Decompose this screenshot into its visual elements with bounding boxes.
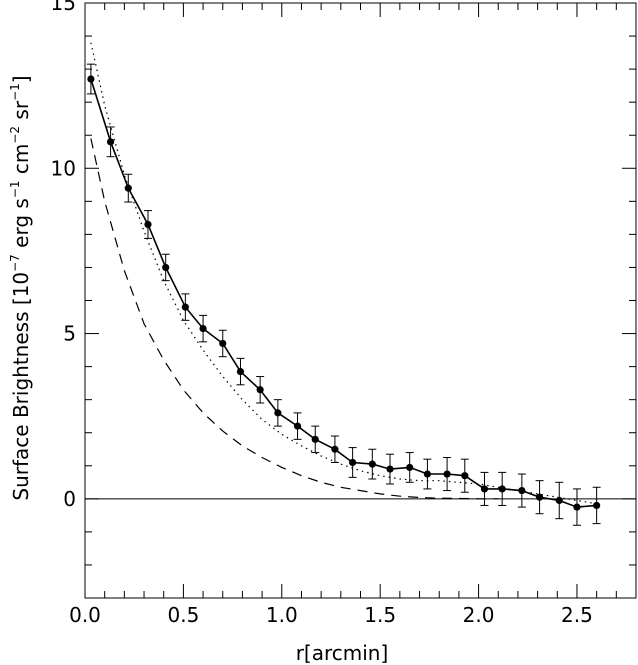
y-axis-label-part: erg s	[9, 198, 33, 254]
data-point	[406, 463, 414, 472]
data-point	[311, 435, 319, 443]
y-axis-label: Surface Brightness [10−7 erg s−1 cm−2 sr…	[8, 75, 33, 500]
y-tick-label: 0	[63, 487, 76, 511]
data-point	[236, 367, 245, 376]
data-point	[461, 472, 469, 480]
y-axis-label-part: ]	[9, 75, 33, 83]
plot-layer: 0.0 0.5 1.0 1.5 2.0 2.5 0 5 10 15	[51, 0, 637, 627]
data-point	[199, 324, 207, 333]
y-tick-label: 15	[51, 0, 76, 15]
data-point	[293, 422, 302, 430]
y-tick-label: 10	[51, 156, 76, 180]
data-point	[349, 458, 357, 467]
data-point	[535, 493, 544, 501]
series-line-solid-with-markers-and-errorbars	[90, 78, 597, 508]
data-point	[518, 486, 526, 495]
data-point	[256, 386, 264, 394]
data-point	[219, 339, 227, 348]
data-point	[124, 184, 132, 192]
y-axis-label-exponent: −1	[8, 180, 22, 198]
data-point	[162, 263, 170, 272]
series-line-dashed	[90, 138, 499, 500]
data-point	[87, 75, 95, 83]
y-tick-label: 5	[63, 322, 76, 346]
y-axis-label-part: sr	[9, 100, 33, 126]
y-axis-label-part: Surface Brightness [10	[9, 272, 33, 501]
plot-frame	[84, 2, 637, 599]
data-point	[181, 303, 189, 311]
series-line-dotted	[90, 42, 597, 505]
x-tick-label: 0.5	[167, 603, 199, 627]
x-tick-label: 0.0	[69, 603, 101, 627]
data-point	[368, 460, 376, 468]
data-point	[144, 220, 152, 229]
data-point	[555, 496, 563, 505]
data-point	[423, 470, 432, 478]
data-point	[573, 503, 581, 511]
data-point	[331, 445, 339, 453]
y-axis-label-exponent: −1	[8, 83, 22, 101]
x-tick-label: 2.0	[463, 603, 495, 627]
data-point	[498, 485, 506, 493]
x-tick-label: 1.5	[364, 603, 396, 627]
y-axis-label-exponent: −7	[8, 254, 22, 272]
data-point	[593, 501, 601, 510]
data-point	[386, 465, 394, 473]
x-tick-label: 2.5	[561, 603, 593, 627]
data-point	[480, 485, 489, 493]
y-axis-label-exponent: −2	[8, 126, 22, 144]
data-point	[274, 409, 282, 417]
data-point	[443, 470, 451, 478]
y-axis-label-part: cm	[9, 144, 33, 181]
x-tick-label: 1.0	[266, 603, 298, 627]
x-axis-label: r[arcmin]	[296, 641, 389, 665]
data-point	[106, 138, 115, 146]
